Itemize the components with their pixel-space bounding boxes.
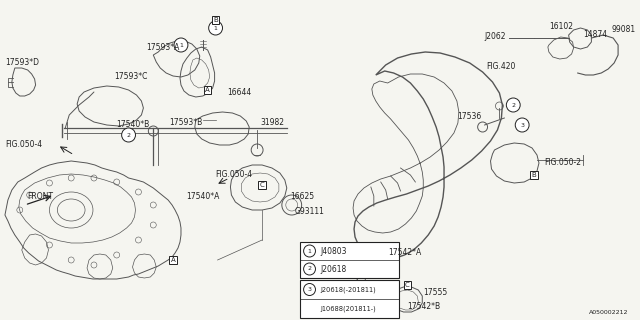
Text: 17540*A: 17540*A	[186, 192, 220, 201]
Text: 99081: 99081	[611, 25, 636, 34]
Text: A050002212: A050002212	[589, 310, 628, 315]
Text: 31982: 31982	[260, 118, 284, 127]
Text: FIG.420: FIG.420	[486, 62, 516, 71]
Text: 3: 3	[308, 287, 312, 292]
Text: 16102: 16102	[549, 22, 573, 31]
Text: FIG.050-2: FIG.050-2	[544, 158, 581, 167]
Text: 17593*A: 17593*A	[147, 43, 180, 52]
Text: 17593*D: 17593*D	[5, 58, 39, 67]
Text: J40803: J40803	[321, 246, 347, 255]
Text: B: B	[213, 17, 218, 23]
Text: 17542*B: 17542*B	[408, 302, 440, 311]
Text: 3: 3	[520, 123, 524, 127]
Text: 17593*B: 17593*B	[170, 118, 203, 127]
Text: 2: 2	[308, 267, 312, 271]
Text: C: C	[405, 282, 410, 288]
Circle shape	[174, 38, 188, 52]
Text: 17540*B: 17540*B	[116, 120, 150, 129]
Circle shape	[209, 21, 223, 35]
Text: FRONT: FRONT	[28, 192, 54, 201]
Text: 1: 1	[308, 249, 312, 253]
Text: J20618(-201811): J20618(-201811)	[321, 286, 376, 293]
Text: 1: 1	[214, 26, 218, 30]
Text: 2: 2	[511, 102, 515, 108]
Text: 1: 1	[179, 43, 183, 47]
Text: 16644: 16644	[227, 88, 252, 97]
Text: J20618: J20618	[321, 265, 347, 274]
Circle shape	[506, 98, 520, 112]
Circle shape	[303, 263, 316, 275]
Text: A: A	[171, 257, 175, 263]
Circle shape	[515, 118, 529, 132]
Bar	[300, 242, 399, 278]
Text: C: C	[260, 182, 264, 188]
Bar	[300, 280, 399, 318]
Text: 17555: 17555	[423, 288, 447, 297]
Text: 17542*A: 17542*A	[388, 248, 422, 257]
Text: B: B	[532, 172, 536, 178]
Text: 17593*C: 17593*C	[114, 72, 147, 81]
Circle shape	[122, 128, 136, 142]
Text: 2: 2	[127, 132, 131, 138]
Text: 17536: 17536	[457, 112, 481, 121]
Text: FIG.050-4: FIG.050-4	[5, 140, 42, 149]
Text: A: A	[205, 87, 210, 93]
Circle shape	[303, 284, 316, 295]
Text: G93111: G93111	[294, 207, 324, 216]
Text: FIG.050-4: FIG.050-4	[216, 170, 253, 179]
Circle shape	[303, 245, 316, 257]
Text: J10688(201811-): J10688(201811-)	[321, 305, 376, 312]
Text: 16625: 16625	[290, 192, 314, 201]
Text: 14874: 14874	[584, 30, 607, 39]
Text: J2062: J2062	[484, 32, 506, 41]
